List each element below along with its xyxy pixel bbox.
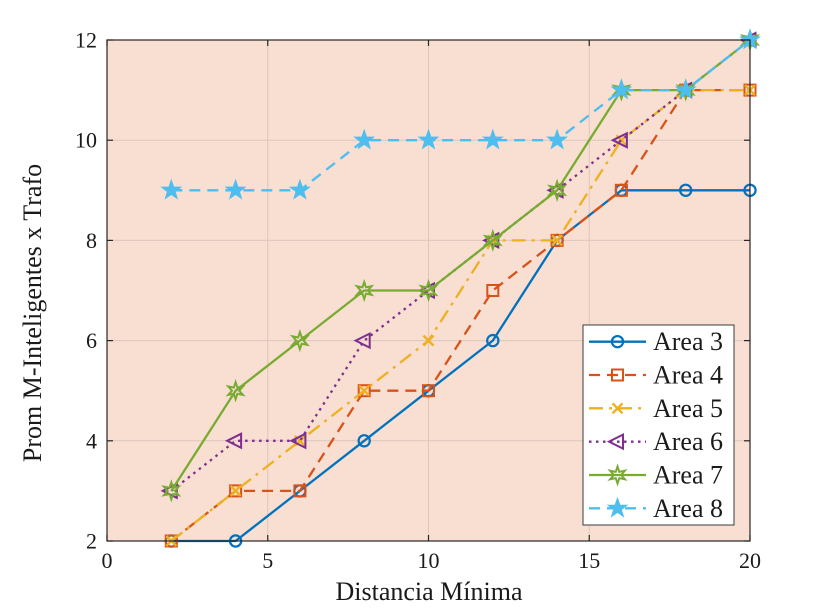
series-line-area-7 xyxy=(170,39,751,492)
legend-label-area-4: Area 4 xyxy=(653,361,723,390)
x-tick-label-20: 20 xyxy=(739,548,761,573)
marker-area-4 xyxy=(293,484,307,498)
marker-area-5 xyxy=(229,485,242,497)
marker-area-6 xyxy=(610,131,628,149)
marker-area-5 xyxy=(551,234,563,247)
marker-area-3 xyxy=(486,333,500,348)
legend-marker-area-3 xyxy=(610,334,625,349)
legend-label-area-6: Area 6 xyxy=(653,427,723,456)
y-tick-label-6: 6 xyxy=(86,328,97,353)
legend-label-area-8: Area 8 xyxy=(653,494,723,523)
legend-entry-area-3: Area 3 xyxy=(589,327,723,356)
marker-area-5 xyxy=(358,384,371,397)
marker-area-6 xyxy=(224,432,243,450)
y-tick-label-10: 10 xyxy=(75,128,97,153)
legend-marker-area-6 xyxy=(606,433,624,451)
marker-area-7 xyxy=(289,328,310,353)
marker-area-8 xyxy=(288,178,311,200)
x-tick-label-10: 10 xyxy=(418,548,440,573)
legend-marker-area-8 xyxy=(606,496,629,518)
x-axis-label: Distancia Mínima xyxy=(335,577,523,606)
marker-area-7 xyxy=(354,278,375,303)
marker-area-4 xyxy=(614,183,628,197)
marker-area-4 xyxy=(229,484,243,498)
marker-area-8 xyxy=(481,128,504,150)
y-axis-label: Prom M-Inteligentes x Trafo xyxy=(18,163,47,463)
marker-area-6 xyxy=(353,331,371,350)
marker-area-7 xyxy=(675,78,696,102)
marker-area-7 xyxy=(161,479,182,503)
marker-area-7 xyxy=(547,178,568,202)
marker-area-8 xyxy=(160,178,183,200)
y-tick-label-12: 12 xyxy=(75,28,97,53)
marker-area-3 xyxy=(679,183,693,197)
legend-marker-area-4 xyxy=(611,368,624,382)
series-line-area-4 xyxy=(170,88,750,542)
y-tick-label-4: 4 xyxy=(86,428,97,453)
marker-area-4 xyxy=(422,384,435,398)
marker-area-8 xyxy=(224,178,247,200)
marker-area-8 xyxy=(353,128,376,150)
legend-entry-area-4: Area 4 xyxy=(589,361,723,390)
marker-area-4 xyxy=(486,284,500,297)
marker-area-5 xyxy=(422,334,435,347)
marker-area-4 xyxy=(357,384,371,398)
series-area-8 xyxy=(160,28,761,200)
marker-area-3 xyxy=(357,434,371,448)
marker-area-8 xyxy=(417,128,440,150)
legend-entry-area-5: Area 5 xyxy=(589,394,723,423)
marker-area-8 xyxy=(610,78,633,100)
x-tick-label-5: 5 xyxy=(262,548,273,573)
x-tick-label-15: 15 xyxy=(578,548,600,573)
legend-marker-area-7 xyxy=(607,463,628,487)
y-tick-label-8: 8 xyxy=(86,228,97,253)
legend-label-area-3: Area 3 xyxy=(653,327,723,356)
series-line-area-8 xyxy=(171,39,751,192)
marker-area-8 xyxy=(674,78,697,100)
legend-label-area-7: Area 7 xyxy=(653,461,723,490)
series-area-7 xyxy=(161,28,761,503)
legend-marker-area-5 xyxy=(611,402,624,415)
series-line-area-3 xyxy=(171,189,750,543)
marker-area-7 xyxy=(482,228,503,253)
marker-area-7 xyxy=(225,379,246,403)
marker-area-7 xyxy=(418,278,439,303)
legend-entry-area-8: Area 8 xyxy=(589,494,723,523)
marker-area-6 xyxy=(289,432,307,450)
marker-area-8 xyxy=(546,128,569,150)
ticks xyxy=(106,39,751,542)
legend: Area 3 Area 4 Area 5 Area 6 Area 7 Area 8 xyxy=(582,324,735,526)
legend-label-area-5: Area 5 xyxy=(653,394,723,423)
x-tick-label-0: 0 xyxy=(102,548,113,573)
legend-entry-area-6: Area 6 xyxy=(589,427,723,456)
legend-entry-area-7: Area 7 xyxy=(589,461,723,490)
legend-box xyxy=(582,324,735,526)
y-tick-label-2: 2 xyxy=(86,529,97,554)
marker-area-7 xyxy=(611,78,632,102)
